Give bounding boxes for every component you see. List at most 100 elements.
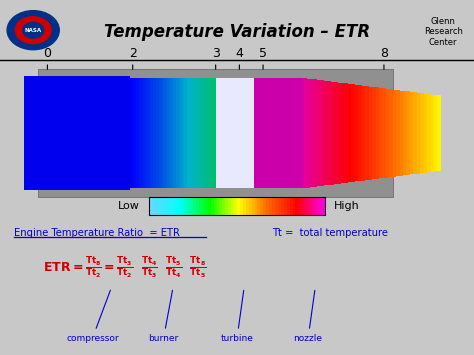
- Bar: [317, 80, 320, 186]
- Bar: [295, 197, 299, 215]
- Text: High: High: [334, 201, 360, 211]
- Bar: [193, 197, 196, 215]
- Bar: [159, 78, 162, 188]
- Bar: [392, 89, 396, 176]
- Bar: [202, 197, 205, 215]
- Bar: [351, 84, 355, 182]
- Polygon shape: [24, 76, 130, 190]
- Bar: [314, 80, 317, 187]
- Bar: [379, 88, 383, 178]
- Bar: [249, 197, 252, 215]
- Bar: [341, 83, 345, 183]
- Text: 8: 8: [380, 47, 388, 60]
- Bar: [199, 78, 201, 188]
- Bar: [348, 84, 351, 182]
- Bar: [190, 197, 193, 215]
- Bar: [201, 78, 204, 188]
- Bar: [320, 80, 324, 186]
- Bar: [190, 78, 193, 188]
- Bar: [301, 197, 304, 215]
- Bar: [358, 85, 362, 181]
- Text: Low: Low: [118, 201, 140, 211]
- Bar: [179, 197, 182, 215]
- Bar: [328, 81, 331, 185]
- Bar: [269, 197, 272, 215]
- Bar: [182, 197, 184, 215]
- Text: $\mathbf{ETR = \frac{Tt_8}{Tt_2} = \frac{Tt_3}{Tt_2}\ \ \frac{Tt_4}{Tt_3}\ \ \fr: $\mathbf{ETR = \frac{Tt_8}{Tt_2} = \frac…: [43, 256, 206, 280]
- Bar: [307, 78, 310, 188]
- Bar: [255, 197, 257, 215]
- Bar: [272, 197, 275, 215]
- Text: Glenn
Research
Center: Glenn Research Center: [424, 17, 463, 47]
- Bar: [290, 197, 292, 215]
- Bar: [284, 197, 287, 215]
- Text: turbine: turbine: [220, 290, 254, 343]
- Polygon shape: [254, 78, 303, 188]
- Bar: [213, 78, 216, 188]
- Bar: [193, 78, 196, 188]
- Bar: [310, 197, 313, 215]
- Circle shape: [7, 11, 59, 50]
- Bar: [184, 197, 187, 215]
- Bar: [403, 91, 406, 175]
- Bar: [187, 197, 190, 215]
- Bar: [167, 197, 170, 215]
- Bar: [145, 78, 147, 188]
- Text: 2: 2: [129, 47, 137, 60]
- Bar: [217, 197, 219, 215]
- Bar: [208, 197, 210, 215]
- Bar: [210, 197, 214, 215]
- Bar: [149, 197, 152, 215]
- Bar: [176, 78, 179, 188]
- Bar: [264, 197, 266, 215]
- Bar: [345, 83, 348, 183]
- Bar: [260, 197, 264, 215]
- Bar: [237, 197, 240, 215]
- Text: 3: 3: [212, 47, 219, 60]
- Text: 5: 5: [259, 47, 267, 60]
- Bar: [225, 197, 228, 215]
- Bar: [161, 197, 164, 215]
- Bar: [133, 78, 136, 188]
- Bar: [222, 197, 225, 215]
- Bar: [136, 78, 139, 188]
- Bar: [337, 82, 341, 184]
- Bar: [184, 78, 187, 188]
- Polygon shape: [38, 69, 393, 197]
- Text: Tt =  total temperature: Tt = total temperature: [273, 228, 389, 237]
- Bar: [375, 87, 379, 179]
- Bar: [182, 78, 184, 188]
- Bar: [243, 197, 246, 215]
- Bar: [164, 78, 167, 188]
- Bar: [287, 197, 290, 215]
- Bar: [196, 78, 199, 188]
- Bar: [170, 78, 173, 188]
- Bar: [369, 87, 372, 180]
- Bar: [400, 91, 403, 176]
- Bar: [130, 78, 133, 188]
- Text: Engine Temperature Ratio  = ETR: Engine Temperature Ratio = ETR: [14, 228, 180, 237]
- Bar: [438, 95, 441, 171]
- Bar: [372, 87, 375, 179]
- Bar: [179, 78, 182, 188]
- Bar: [275, 197, 278, 215]
- Bar: [173, 197, 175, 215]
- Bar: [322, 197, 325, 215]
- Bar: [142, 78, 145, 188]
- Bar: [162, 78, 164, 188]
- Text: 4: 4: [236, 47, 243, 60]
- Bar: [434, 95, 438, 171]
- Bar: [228, 197, 231, 215]
- Bar: [383, 88, 386, 178]
- Bar: [292, 197, 295, 215]
- Bar: [413, 92, 417, 174]
- Bar: [420, 93, 424, 173]
- Bar: [334, 82, 337, 184]
- Bar: [204, 78, 207, 188]
- Bar: [278, 197, 281, 215]
- Bar: [173, 78, 176, 188]
- Bar: [207, 78, 210, 188]
- Bar: [0, 0, 474, 60]
- Bar: [266, 197, 269, 215]
- Bar: [149, 197, 325, 215]
